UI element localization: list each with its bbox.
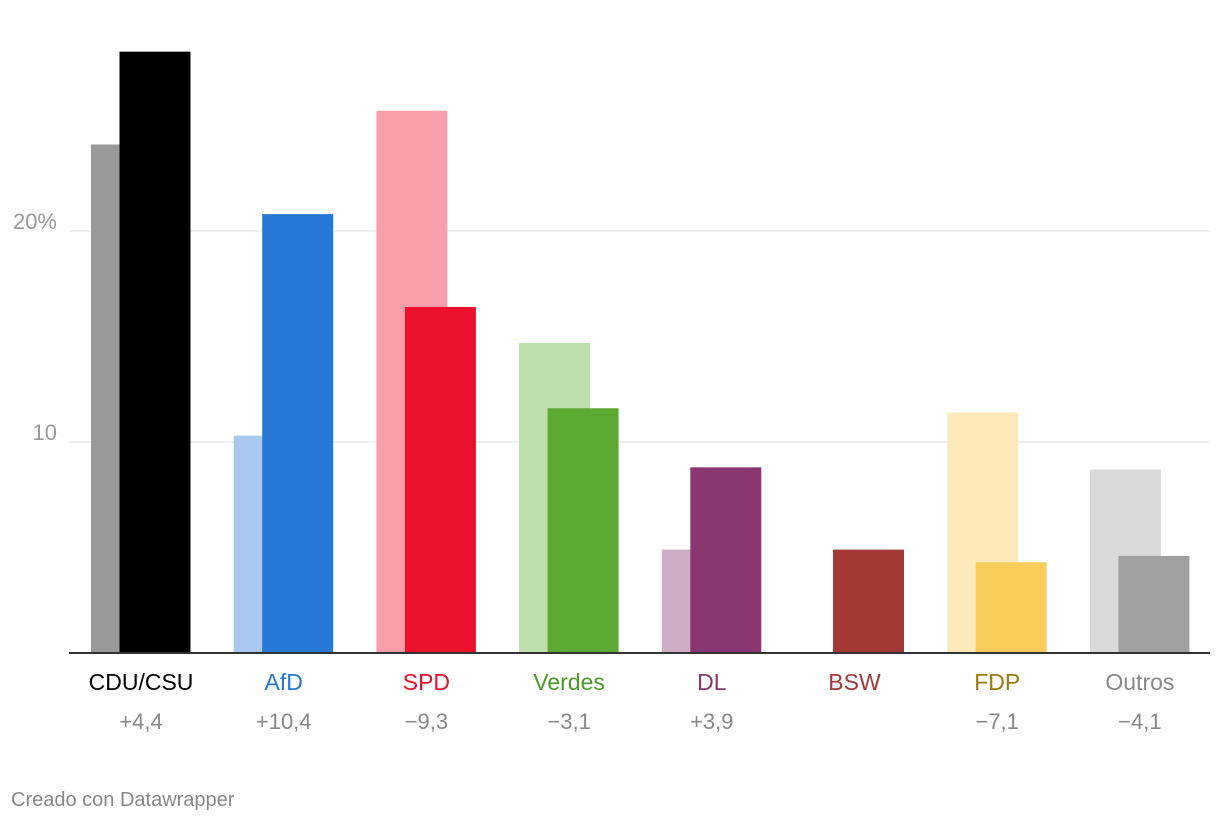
bar-current-verdes bbox=[547, 408, 619, 653]
bar-current-afd bbox=[262, 214, 334, 653]
credit-text: Creado con Datawrapper bbox=[11, 789, 235, 811]
bar-current-fdp bbox=[975, 562, 1047, 653]
change-label-afd: +10,4 bbox=[256, 709, 312, 734]
change-label-dl: +3,9 bbox=[690, 709, 733, 734]
party-label-bsw: BSW bbox=[828, 669, 881, 695]
party-label-outros: Outros bbox=[1105, 669, 1174, 695]
change-label-cdu-csu: +4,4 bbox=[119, 709, 162, 734]
party-label-spd: SPD bbox=[403, 669, 450, 695]
bar-current-dl bbox=[690, 467, 762, 653]
party-label-dl: DL bbox=[697, 669, 727, 695]
bar-current-outros bbox=[1118, 555, 1190, 653]
party-label-afd: AfD bbox=[265, 669, 303, 695]
bar-current-spd bbox=[404, 306, 476, 653]
change-label-verdes: −3,1 bbox=[547, 709, 590, 734]
party-label-cdu-csu: CDU/CSU bbox=[89, 669, 194, 695]
category-labels: CDU/CSU +4,4 AfD +10,4 SPD −9,3 Verdes −3,1 DL +3… bbox=[89, 669, 1175, 734]
change-label-outros: −4,1 bbox=[1118, 709, 1161, 734]
bar-current-cdu-csu bbox=[119, 51, 191, 653]
bar-current-bsw bbox=[833, 549, 904, 653]
y-tick-label: 20% bbox=[13, 209, 57, 234]
party-label-fdp: FDP bbox=[974, 669, 1020, 695]
party-label-verdes: Verdes bbox=[533, 669, 605, 695]
bars bbox=[91, 51, 1190, 654]
y-tick-label: 10 bbox=[33, 420, 57, 445]
change-label-fdp: −7,1 bbox=[975, 709, 1018, 734]
change-label-spd: −9,3 bbox=[405, 709, 448, 734]
